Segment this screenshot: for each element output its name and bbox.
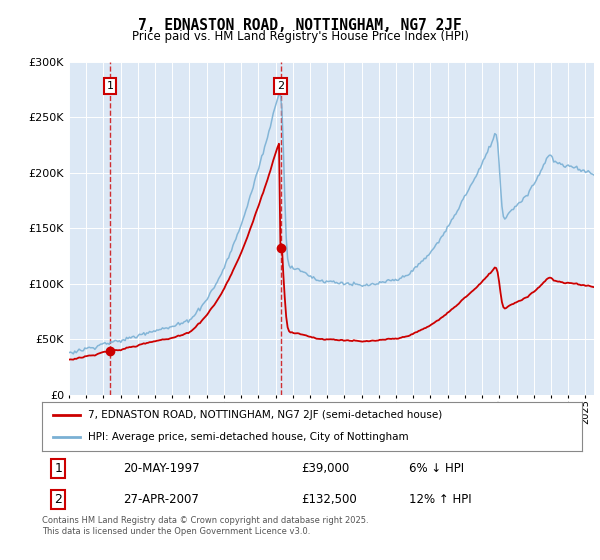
Text: 7, EDNASTON ROAD, NOTTINGHAM, NG7 2JF: 7, EDNASTON ROAD, NOTTINGHAM, NG7 2JF	[138, 18, 462, 33]
Text: Price paid vs. HM Land Registry's House Price Index (HPI): Price paid vs. HM Land Registry's House …	[131, 30, 469, 43]
Text: 7, EDNASTON ROAD, NOTTINGHAM, NG7 2JF (semi-detached house): 7, EDNASTON ROAD, NOTTINGHAM, NG7 2JF (s…	[88, 410, 442, 420]
Text: 12% ↑ HPI: 12% ↑ HPI	[409, 493, 472, 506]
Text: HPI: Average price, semi-detached house, City of Nottingham: HPI: Average price, semi-detached house,…	[88, 432, 409, 442]
Text: 27-APR-2007: 27-APR-2007	[123, 493, 199, 506]
Text: 1: 1	[54, 462, 62, 475]
Text: 2: 2	[54, 493, 62, 506]
Text: 2: 2	[277, 81, 284, 91]
Text: Contains HM Land Registry data © Crown copyright and database right 2025.
This d: Contains HM Land Registry data © Crown c…	[42, 516, 368, 536]
Text: £39,000: £39,000	[301, 462, 349, 475]
Text: 6% ↓ HPI: 6% ↓ HPI	[409, 462, 464, 475]
Text: 20-MAY-1997: 20-MAY-1997	[123, 462, 200, 475]
Text: 1: 1	[106, 81, 113, 91]
Text: £132,500: £132,500	[301, 493, 357, 506]
